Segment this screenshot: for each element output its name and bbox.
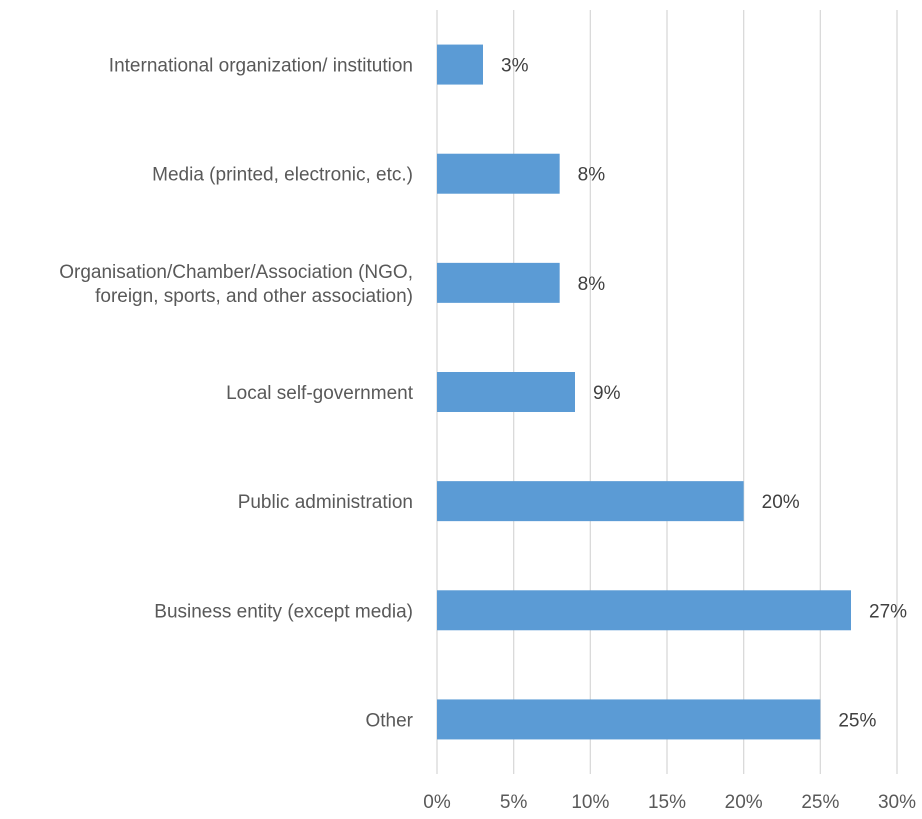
category-label: Business entity (except media): [154, 601, 413, 622]
category-label: Local self-government: [226, 383, 414, 404]
gridlines: [436, 10, 898, 774]
x-tick-label: 20%: [725, 792, 763, 813]
data-label: 8%: [578, 274, 606, 295]
labels: 0% 5% 10% 15% 20% 25% 30% 3% International organ…: [59, 56, 916, 813]
category-label: Other: [365, 710, 413, 731]
bar: [437, 481, 744, 522]
x-tick-label: 10%: [571, 792, 609, 813]
x-tick-label: 30%: [878, 792, 916, 813]
data-label: 20%: [762, 492, 800, 513]
bar: [437, 262, 560, 303]
bar: [437, 44, 483, 85]
category-label: Media (printed, electronic, etc.): [152, 165, 413, 186]
data-label: 3%: [501, 56, 529, 77]
bars: [437, 44, 851, 740]
bar: [437, 590, 851, 631]
x-tick-label: 0%: [423, 792, 451, 813]
bar: [437, 699, 821, 740]
bar: [437, 153, 560, 194]
x-tick-label: 15%: [648, 792, 686, 813]
data-label: 9%: [593, 383, 621, 404]
x-tick-label: 25%: [801, 792, 839, 813]
data-label: 27%: [869, 601, 907, 622]
category-label: Organisation/Chamber/Association (NGO, fo…: [59, 262, 413, 307]
x-tick-label: 5%: [500, 792, 528, 813]
data-label: 25%: [838, 710, 876, 731]
category-label: International organization/ institution: [109, 56, 413, 77]
bar: [437, 372, 575, 412]
data-label: 8%: [578, 165, 606, 186]
category-label: Public administration: [238, 492, 413, 513]
